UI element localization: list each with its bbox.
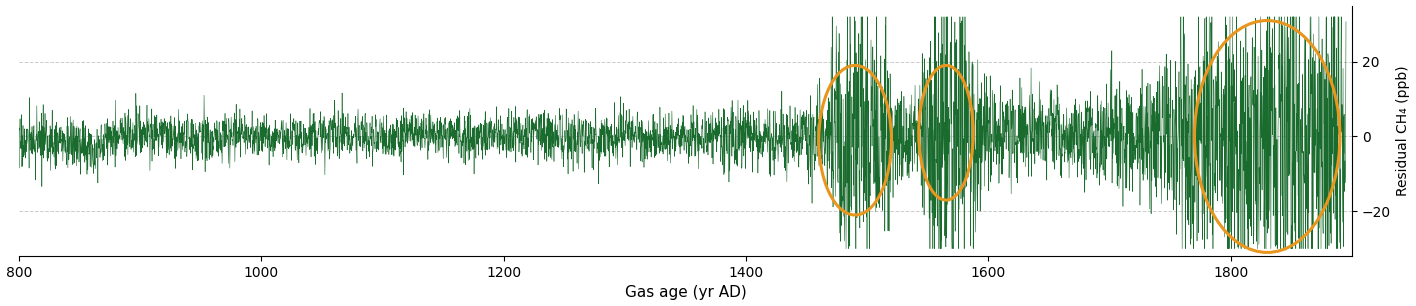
X-axis label: Gas age (yr AD): Gas age (yr AD)	[624, 285, 746, 300]
Y-axis label: Residual CH₄ (ppb): Residual CH₄ (ppb)	[1396, 65, 1410, 196]
